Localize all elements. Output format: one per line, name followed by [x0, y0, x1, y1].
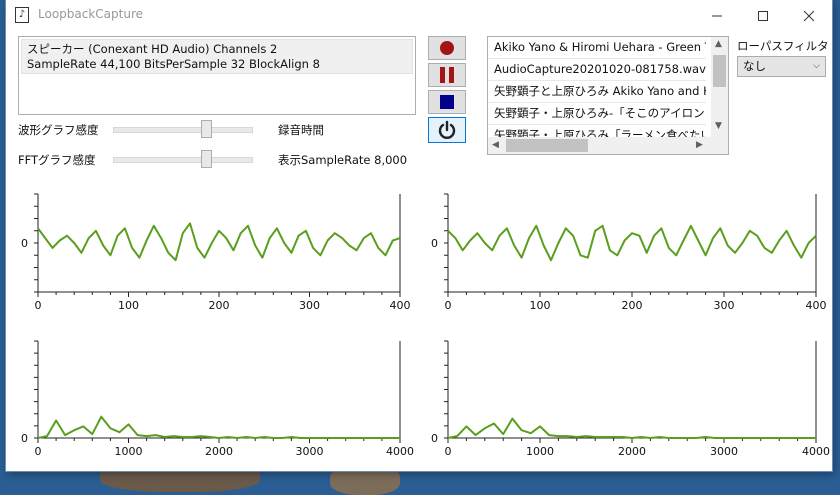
device-info-selected[interactable]: スピーカー (Conexant HD Audio) Channels 2 Sam… [21, 39, 413, 74]
y-tick-label: 0 [21, 237, 28, 250]
maximize-icon [758, 10, 768, 21]
fft-sensitivity-label: FFTグラフ感度 [18, 153, 96, 167]
wave-sensitivity-slider-thumb[interactable] [201, 120, 213, 138]
x-tick-label: 100 [118, 299, 139, 312]
vertical-scroll-thumb[interactable] [713, 55, 726, 87]
x-tick-label: 2000 [618, 445, 646, 458]
series-line [37, 415, 400, 439]
x-tick-label: 200 [209, 299, 230, 312]
stop-button[interactable] [428, 90, 466, 114]
wave-sensitivity-slider-track[interactable] [113, 127, 253, 133]
series-line [447, 224, 817, 262]
power-icon [438, 120, 456, 139]
list-item[interactable]: 矢野顕子と上原ひろみ Akiko Yano and Hiromi [488, 81, 706, 103]
record-button[interactable] [428, 36, 466, 60]
x-tick-label: 1000 [115, 445, 143, 458]
close-button[interactable] [786, 0, 832, 31]
pause-button[interactable] [428, 63, 466, 87]
vertical-scrollbar[interactable]: ▲ ▼ [711, 37, 728, 137]
app-window: ♪ LoopbackCapture スピーカー (Conexant HD Aud… [6, 0, 832, 471]
list-item[interactable]: AudioCapture20201020-081758.wav [488, 59, 706, 81]
series-line [37, 222, 401, 262]
device-name-line: スピーカー (Conexant HD Audio) Channels 2 [27, 42, 278, 56]
x-tick-label: 0 [445, 445, 452, 458]
list-item[interactable]: Akiko Yano & Hiromi Uehara - Green Tea [488, 37, 706, 59]
fft-chart-right: 00 1000 2000 3000 4000 [431, 340, 830, 458]
device-format-line: SampleRate 44,100 BitsPerSample 32 Block… [27, 57, 320, 71]
x-tick-label: 0 [35, 299, 42, 312]
x-tick-label: 300 [299, 299, 320, 312]
scroll-left-icon[interactable]: ◀ [492, 140, 499, 150]
minimize-icon [712, 15, 722, 16]
scroll-down-icon[interactable]: ▼ [715, 121, 722, 131]
maximize-button[interactable] [740, 0, 786, 31]
x-tick-label: 400 [806, 299, 827, 312]
horizontal-scrollbar[interactable]: ◀ ▶ [488, 137, 728, 154]
recording-time-label: 録音時間 [278, 123, 324, 137]
y-tick-label: 0 [431, 237, 438, 250]
lowpass-filter-select[interactable]: なし ⌵ [737, 56, 826, 77]
file-list[interactable]: Akiko Yano & Hiromi Uehara - Green Tea A… [487, 36, 729, 155]
waveform-chart-right: 0 0 100 200 300 400 [431, 193, 827, 312]
fft-sensitivity-slider-thumb[interactable] [201, 150, 213, 168]
minimize-button[interactable] [694, 0, 740, 31]
y-tick-label: 0 [431, 432, 438, 445]
fft-sensitivity-slider-track[interactable] [113, 157, 253, 163]
power-button[interactable] [428, 117, 466, 143]
lowpass-filter-label: ローパスフィルタ [737, 39, 829, 53]
x-tick-label: 400 [390, 299, 411, 312]
display-samplerate-label: 表示SampleRate 8,000 [278, 153, 408, 167]
x-tick-label: 2000 [205, 445, 233, 458]
record-icon [440, 41, 454, 55]
device-info-box[interactable]: スピーカー (Conexant HD Audio) Channels 2 Sam… [18, 36, 416, 115]
x-tick-label: 1000 [526, 445, 554, 458]
series-line [447, 417, 816, 439]
x-tick-label: 0 [35, 445, 42, 458]
title-bar[interactable]: ♪ LoopbackCapture [6, 0, 832, 31]
chevron-down-icon: ⌵ [813, 61, 820, 71]
lowpass-filter-value: なし [743, 59, 766, 73]
window-title: LoopbackCapture [38, 7, 144, 21]
list-item[interactable]: 矢野顕子・上原ひろみ-「そこのアイロンに告ぐ」 [488, 103, 706, 125]
x-tick-label: 3000 [296, 445, 324, 458]
y-tick-label: 0 [21, 432, 28, 445]
x-tick-label: 0 [445, 299, 452, 312]
stop-icon [440, 95, 454, 109]
x-tick-label: 4000 [802, 445, 830, 458]
x-tick-label: 4000 [386, 445, 414, 458]
app-icon: ♪ [15, 7, 29, 23]
x-tick-label: 100 [530, 299, 551, 312]
wave-sensitivity-label: 波形グラフ感度 [18, 123, 99, 137]
fft-chart-left: 00 1000 2000 3000 4000 [21, 340, 414, 458]
x-tick-label: 300 [714, 299, 735, 312]
x-tick-label: 200 [622, 299, 643, 312]
x-tick-label: 3000 [710, 445, 738, 458]
pause-icon [440, 67, 454, 83]
waveform-chart-left: 0 0 100 200 300 400 [21, 193, 411, 312]
scroll-right-icon[interactable]: ▶ [696, 140, 703, 150]
horizontal-scroll-thumb[interactable] [506, 139, 588, 152]
scroll-up-icon[interactable]: ▲ [715, 39, 722, 49]
close-icon [803, 10, 815, 21]
